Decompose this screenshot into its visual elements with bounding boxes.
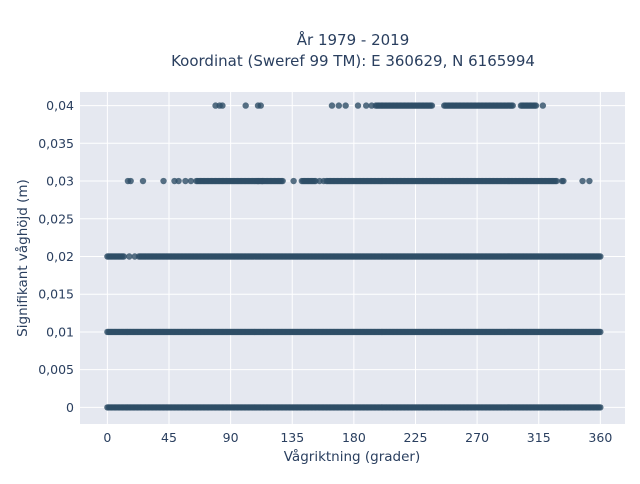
data-point (532, 102, 540, 109)
chart-title-line-1: År 1979 - 2019 (297, 30, 410, 49)
data-point (328, 102, 336, 109)
data-point (139, 177, 147, 185)
data-point (127, 177, 134, 185)
data-point (579, 177, 586, 185)
x-tick-label: 180 (342, 430, 366, 445)
data-point (120, 253, 128, 260)
y-tick-label: 0,01 (46, 324, 74, 339)
data-point (320, 177, 327, 185)
data-point (597, 404, 604, 411)
y-tick-label: 0,035 (38, 136, 74, 151)
y-tick-label: 0,03 (46, 174, 74, 189)
data-point (428, 102, 436, 109)
y-tick-label: 0 (66, 400, 74, 415)
data-point (342, 102, 349, 109)
y-tick-label: 0,04 (46, 98, 74, 113)
x-axis-title: Vågriktning (grader) (284, 448, 421, 465)
data-point (509, 102, 516, 109)
data-point (354, 102, 362, 109)
data-point (219, 102, 226, 109)
data-point (182, 177, 189, 185)
data-point (160, 177, 167, 185)
data-point (586, 177, 593, 185)
x-tick-label: 90 (223, 430, 239, 445)
data-point (126, 253, 133, 260)
y-tick-label: 0,02 (46, 249, 74, 264)
data-points (104, 102, 604, 411)
x-tick-label: 45 (161, 430, 177, 445)
data-point (131, 253, 138, 260)
tick-labels: 0 45 90 135 180 225 270 315 360 0 0,005 0,01 0,015 0,… (38, 98, 612, 445)
data-point (553, 177, 560, 185)
y-tick-label: 0,025 (38, 211, 74, 226)
data-point (242, 102, 249, 109)
x-tick-label: 360 (588, 430, 612, 445)
x-tick-label: 0 (103, 430, 111, 445)
data-point (597, 328, 604, 336)
data-point (187, 177, 195, 185)
data-point (258, 177, 266, 185)
data-point (368, 102, 375, 109)
data-point (290, 177, 297, 185)
x-tick-label: 135 (280, 430, 304, 445)
y-tick-label: 0,015 (38, 287, 74, 302)
data-point (539, 102, 547, 109)
x-tick-label: 225 (404, 430, 428, 445)
x-tick-label: 315 (527, 430, 551, 445)
chart-title-line-2: Koordinat (Sweref 99 TM): E 360629, N 61… (171, 52, 535, 70)
data-point (279, 177, 286, 185)
y-tick-label: 0,005 (38, 362, 74, 377)
data-point (560, 177, 567, 185)
data-point (362, 102, 370, 109)
data-point (175, 177, 182, 185)
data-point (597, 253, 604, 260)
data-point (335, 102, 343, 109)
data-point (257, 102, 264, 109)
y-axis-title: Signifikant våghöjd (m) (14, 179, 31, 337)
x-tick-label: 270 (465, 430, 489, 445)
